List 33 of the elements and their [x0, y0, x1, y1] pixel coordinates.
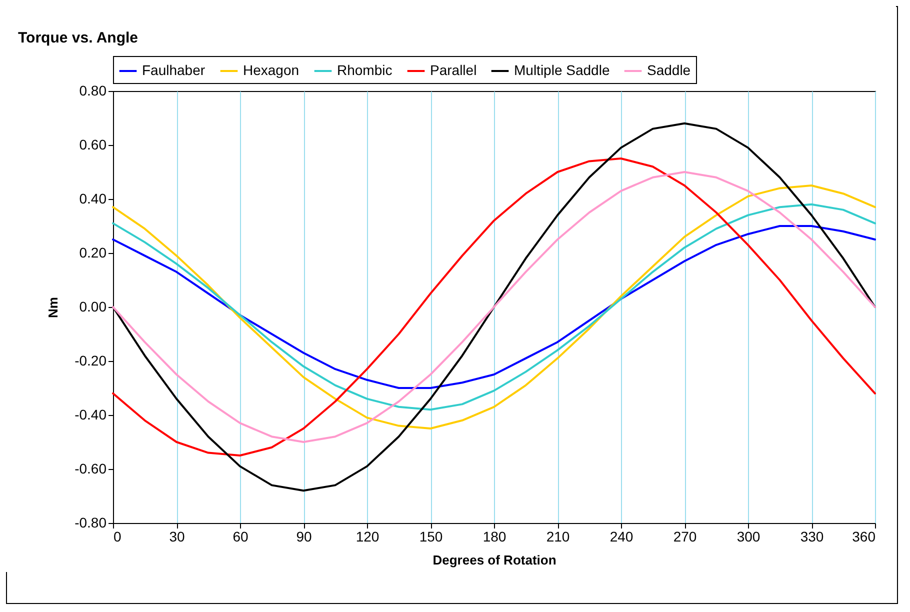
line-series: [112, 225, 876, 389]
y-axis-title: Nm: [46, 297, 61, 318]
x-tick-label: 180: [482, 528, 506, 544]
y-tick-label: -0.60: [74, 460, 107, 476]
legend-label: Hexagon: [243, 62, 300, 78]
chart-title: Torque vs. Angle: [18, 30, 138, 46]
legend-label: Saddle: [647, 62, 691, 78]
x-tick-label: 60: [232, 528, 248, 544]
y-tick-label: 0.00: [79, 298, 107, 314]
x-tick-label: 210: [546, 528, 570, 544]
legend-label: Faulhaber: [142, 62, 206, 78]
y-tick-label: 0.60: [79, 136, 107, 152]
y-tick-label: 0.20: [79, 244, 107, 260]
legend-label: Parallel: [430, 62, 477, 78]
y-tick-label: -0.80: [74, 514, 107, 530]
x-tick-label: 270: [673, 528, 697, 544]
legend-label: Multiple Saddle: [514, 62, 610, 78]
y-tick-label: -0.20: [74, 352, 107, 368]
y-tick-label: 0.80: [79, 82, 107, 98]
legend-label: Rhombic: [337, 62, 392, 78]
x-tick-label: 90: [296, 528, 312, 544]
line-series: [112, 203, 876, 411]
x-tick-label: 30: [169, 528, 185, 544]
x-axis-title: Degrees of Rotation: [432, 552, 556, 568]
x-tick-label: 360: [852, 528, 876, 544]
x-tick-label: 330: [800, 528, 824, 544]
x-tick-label: 0: [114, 528, 122, 544]
x-tick-label: 240: [610, 528, 634, 544]
y-tick-label: 0.40: [79, 190, 107, 206]
x-tick-label: 120: [356, 528, 380, 544]
y-tick-label: -0.40: [74, 406, 107, 422]
x-tick-label: 300: [736, 528, 760, 544]
x-tick-label: 150: [419, 528, 443, 544]
